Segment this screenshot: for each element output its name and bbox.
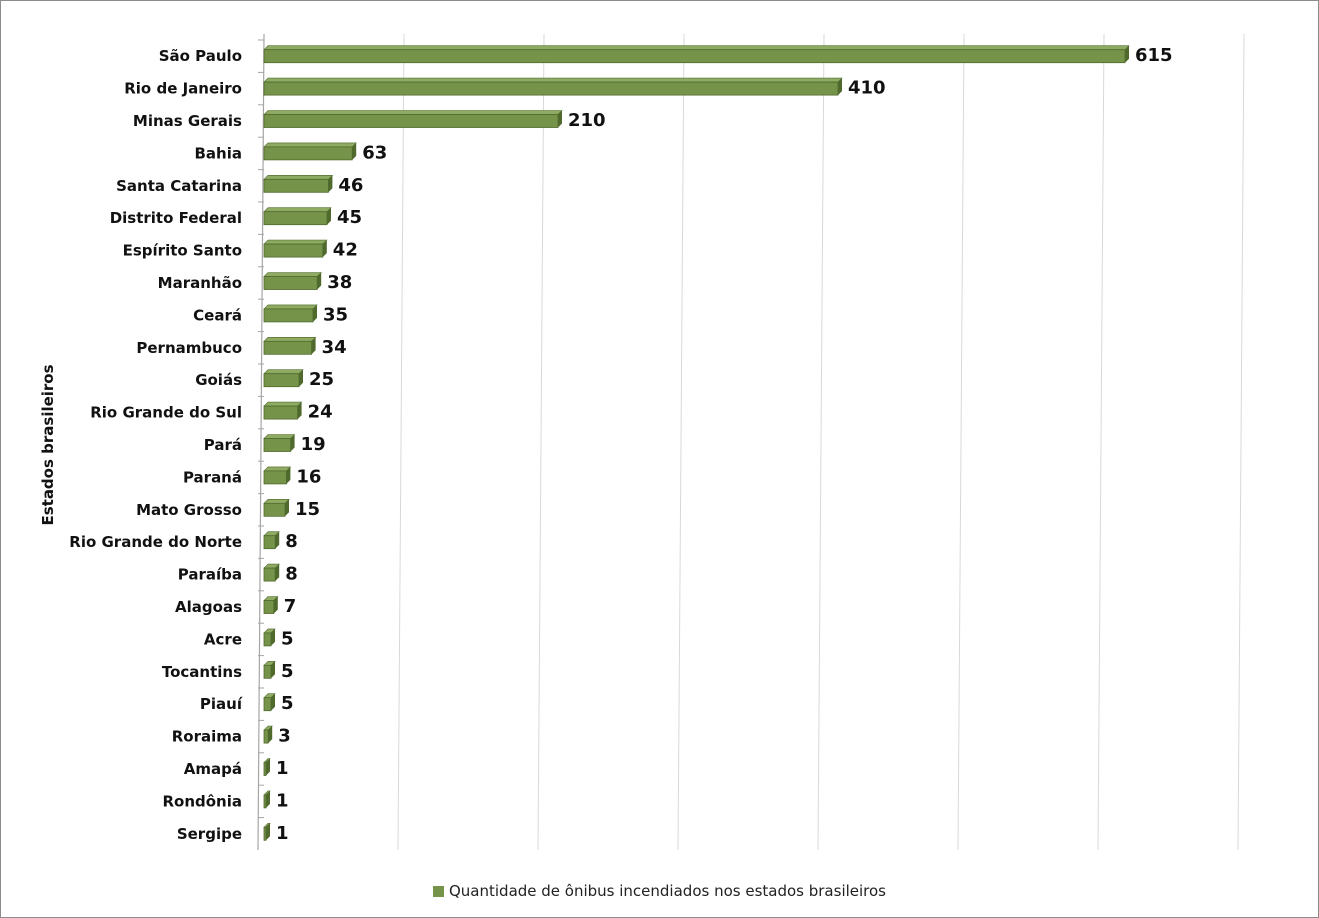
- category-label: Pernambuco: [136, 339, 242, 357]
- value-label: 15: [295, 499, 320, 520]
- bar: [263, 304, 318, 323]
- value-label: 210: [568, 110, 606, 131]
- category-label: Piauí: [200, 695, 243, 713]
- category-label: Rio Grande do Norte: [69, 533, 242, 551]
- value-label: 1: [276, 758, 289, 779]
- bar: [263, 45, 1130, 64]
- category-label: Bahia: [195, 144, 243, 162]
- category-label: São Paulo: [159, 47, 242, 65]
- bar: [263, 110, 563, 128]
- category-label: Tocantins: [162, 663, 242, 681]
- gridline: [957, 33, 965, 851]
- category-label: Roraima: [172, 728, 242, 746]
- gridline: [677, 33, 685, 851]
- bar: [263, 790, 271, 809]
- value-label: 24: [308, 402, 333, 423]
- category-label: Sergipe: [177, 825, 242, 843]
- value-label: 34: [322, 337, 347, 358]
- value-label: 8: [285, 531, 298, 552]
- category-label: Pará: [204, 436, 242, 454]
- value-label: 615: [1135, 45, 1173, 66]
- value-label: 35: [323, 304, 348, 325]
- labels: São Paulo 615 Rio de Janeiro 410 Minas Gerai…: [69, 45, 1172, 844]
- bar: [263, 725, 273, 744]
- value-label: 1: [276, 823, 289, 844]
- y-axis: [257, 33, 265, 851]
- bar: [263, 336, 317, 355]
- bar: [263, 531, 280, 550]
- bar: [263, 822, 271, 841]
- bar: [263, 660, 276, 679]
- value-label: 5: [281, 693, 294, 714]
- gridline: [1237, 33, 1245, 851]
- value-label: 5: [281, 628, 294, 649]
- category-label: Maranhão: [158, 274, 242, 292]
- legend: Quantidade de ônibus incendiados nos est…: [0, 882, 1319, 900]
- bar: [263, 207, 332, 226]
- category-label: Mato Grosso: [136, 501, 242, 519]
- gridline: [1097, 33, 1105, 851]
- category-label: Rio de Janeiro: [124, 80, 242, 98]
- category-label: Paraná: [183, 468, 242, 486]
- value-label: 63: [362, 142, 387, 163]
- category-label: Goiás: [195, 371, 242, 389]
- bar: [263, 693, 276, 712]
- bar: [263, 758, 271, 776]
- category-label: Minas Gerais: [133, 112, 242, 130]
- value-label: 5: [281, 661, 294, 682]
- value-label: 1: [276, 790, 289, 811]
- y-axis-title: Estados brasileiros: [39, 364, 57, 525]
- bar: [263, 77, 843, 96]
- gridlines: [397, 33, 1245, 851]
- bar: [263, 466, 292, 485]
- value-label: 42: [333, 240, 358, 261]
- category-label: Paraíba: [178, 566, 242, 584]
- value-label: 25: [309, 369, 334, 390]
- y-axis-line: [257, 33, 265, 851]
- bar: [263, 401, 303, 420]
- value-label: 19: [301, 434, 326, 455]
- category-label: Acre: [204, 630, 242, 648]
- bar: [263, 175, 334, 193]
- value-label: 3: [278, 726, 291, 747]
- gridline: [817, 33, 825, 851]
- category-label: Espírito Santo: [123, 242, 242, 260]
- bar: [263, 434, 296, 452]
- bar: [263, 596, 279, 614]
- bar: [263, 142, 357, 161]
- bar: [263, 369, 304, 388]
- category-label: Rondônia: [162, 792, 242, 810]
- value-label: 7: [284, 596, 297, 617]
- value-label: 46: [338, 175, 363, 196]
- category-label: Santa Catarina: [116, 177, 242, 195]
- bar: [263, 563, 280, 582]
- value-label: 45: [337, 207, 362, 228]
- category-label: Ceará: [193, 306, 242, 324]
- category-label: Rio Grande do Sul: [90, 404, 242, 422]
- bar: [263, 498, 290, 517]
- value-label: 8: [285, 564, 298, 585]
- category-label: Amapá: [184, 760, 242, 778]
- value-label: 16: [296, 466, 321, 487]
- category-label: Alagoas: [175, 598, 242, 616]
- bar: [263, 628, 276, 647]
- gridline: [397, 33, 405, 851]
- value-label: 410: [848, 78, 886, 99]
- bar: [263, 272, 322, 290]
- bar: [263, 239, 328, 258]
- bars: [263, 45, 1130, 841]
- category-label: Distrito Federal: [110, 209, 242, 227]
- legend-swatch: [432, 885, 444, 897]
- value-label: 38: [327, 272, 352, 293]
- legend-label: Quantidade de ônibus incendiados nos est…: [448, 882, 886, 900]
- gridline: [537, 33, 545, 851]
